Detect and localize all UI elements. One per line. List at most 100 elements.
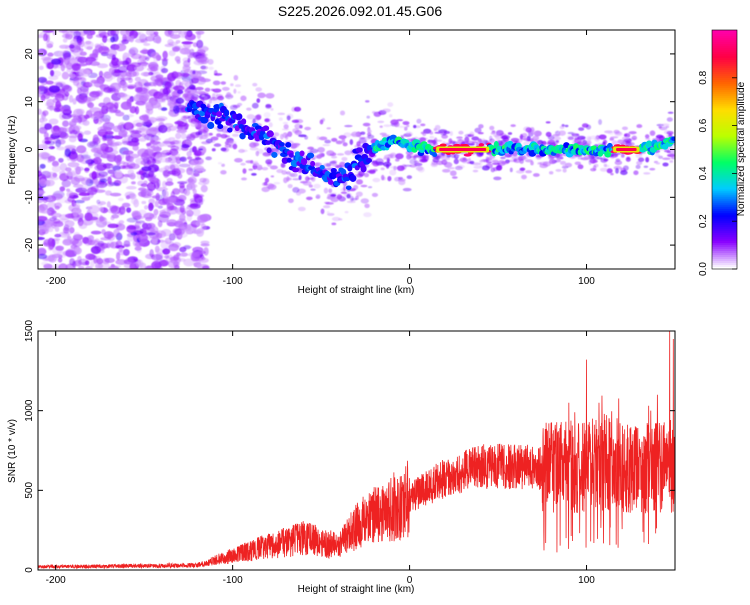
spectrogram-blob (76, 63, 88, 67)
colorbar-strip (712, 155, 737, 159)
spectrogram-blob (403, 164, 412, 167)
spectrogram-blob (416, 118, 422, 124)
spectrogram-blob (147, 126, 158, 132)
spectrogram-blob (98, 109, 107, 116)
spectrogram-blob (459, 157, 468, 163)
spectrogram-blob (402, 187, 412, 192)
spectrogram-ridge-cell (278, 141, 285, 147)
colorbar-strip (712, 153, 737, 157)
spectrogram-blob (257, 92, 266, 99)
spectrogram-blob (522, 137, 529, 141)
spectrogram-blob (658, 155, 663, 159)
spectrogram-blob (145, 108, 151, 114)
spectrogram-blob (176, 89, 184, 95)
spectrogram-blob (635, 152, 643, 158)
spectrogram-blob (342, 186, 346, 192)
spectrogram-blob (146, 182, 156, 192)
spectrogram-ridge-cell (285, 142, 292, 148)
spectrogram-blob (81, 196, 91, 201)
spectrogram-blob (131, 137, 140, 143)
colorbar-strip (712, 35, 737, 39)
spectrogram-blob (613, 165, 622, 170)
colorbar-strip (712, 95, 737, 99)
spectrogram-blob (609, 136, 619, 139)
spectrogram-blob (98, 70, 104, 78)
spectrogram-ridge-cell (453, 143, 461, 148)
spectrogram-blob (549, 158, 555, 165)
colorbar-strip (712, 165, 737, 169)
spectrogram-blob (58, 157, 64, 163)
spectrogram-blob (204, 95, 208, 102)
spectrogram-blob (441, 160, 448, 164)
colorbar-strip (712, 151, 737, 155)
colorbar-strip (712, 57, 737, 61)
colorbar-strip (712, 39, 737, 43)
spectrogram-blob (51, 193, 63, 201)
colorbar-strip (712, 183, 737, 186)
spectrogram-blob (143, 114, 149, 123)
spectrogram-ridge-cell (227, 127, 233, 133)
spectrogram-blob (55, 245, 64, 251)
colorbar: 0.0 0.2 0.4 0.6 0.8 Normalized spectral ampl… (698, 29, 747, 276)
spectrogram-blob (230, 95, 234, 99)
spectrogram-blob (98, 31, 110, 39)
colorbar-strip (712, 87, 737, 91)
spectrogram-ridge-cell (349, 174, 357, 182)
colorbar-strip (712, 109, 737, 113)
spectrogram-blob (366, 115, 371, 119)
spectrogram-blob (449, 170, 457, 177)
spectrogram-blob (322, 143, 331, 147)
spectrogram-xtick-label: -100 (223, 276, 243, 287)
spectrogram-blob (325, 201, 334, 205)
spectrogram-blob (146, 142, 152, 147)
spectrogram-blob (636, 124, 643, 129)
spectrogram-blob (344, 210, 349, 214)
spectrogram-ytick-label: -20 (24, 237, 35, 252)
spectrogram-blob (442, 168, 451, 173)
spectrogram-blob (92, 157, 102, 165)
spectrogram-blob (645, 156, 650, 163)
spectrogram-blob (220, 133, 228, 139)
spectrogram-blob (318, 136, 328, 141)
spectrogram-ridge-cell (290, 159, 299, 168)
spectrogram-blob (237, 91, 241, 94)
spectrogram-blob (268, 122, 273, 128)
spectrogram-blob (141, 166, 152, 172)
spectrogram-blob (195, 157, 202, 161)
spectrogram-blob (86, 46, 93, 50)
spectrogram-blob (267, 184, 277, 190)
spectrogram-blob (65, 167, 72, 172)
spectrogram-blob (59, 170, 66, 176)
spectrogram-blob (117, 249, 127, 256)
spectrogram-blob (140, 152, 150, 161)
spectrogram-blob (90, 79, 100, 84)
spectrogram-blob (38, 108, 42, 115)
spectrogram-blob (381, 174, 385, 181)
spectrogram-blob (220, 81, 227, 85)
colorbar-strip (712, 221, 737, 224)
spectrogram-blob (163, 255, 170, 259)
spectrogram-blob (402, 121, 410, 126)
spectrogram-blob (64, 91, 70, 97)
spectrogram-blob (47, 52, 54, 57)
spectrogram-ridge-cell (200, 116, 209, 124)
spectrogram-blob (161, 198, 171, 205)
spectrogram-blob (64, 145, 77, 150)
spectrogram-blob (317, 146, 325, 153)
snr-xlabel: Height of straight line (km) (298, 584, 415, 595)
spectrogram-blob (609, 137, 614, 141)
spectrogram-blob (157, 205, 163, 209)
spectrogram-blob (420, 123, 426, 127)
spectrogram-blob (213, 73, 223, 76)
spectrogram-blob (126, 217, 138, 223)
spectrogram-blob (179, 49, 185, 54)
spectrogram-blob (49, 69, 55, 77)
spectrogram-blob (655, 134, 664, 139)
spectrogram-blob (414, 162, 423, 167)
spectrogram-blob (105, 240, 117, 248)
spectrogram-blob (256, 98, 261, 103)
spectrogram-blob (187, 204, 199, 208)
spectrogram-blob (185, 178, 196, 185)
colorbar-ticks: 0.0 0.2 0.4 0.6 0.8 (698, 70, 737, 276)
spectrogram-blob (212, 88, 222, 93)
